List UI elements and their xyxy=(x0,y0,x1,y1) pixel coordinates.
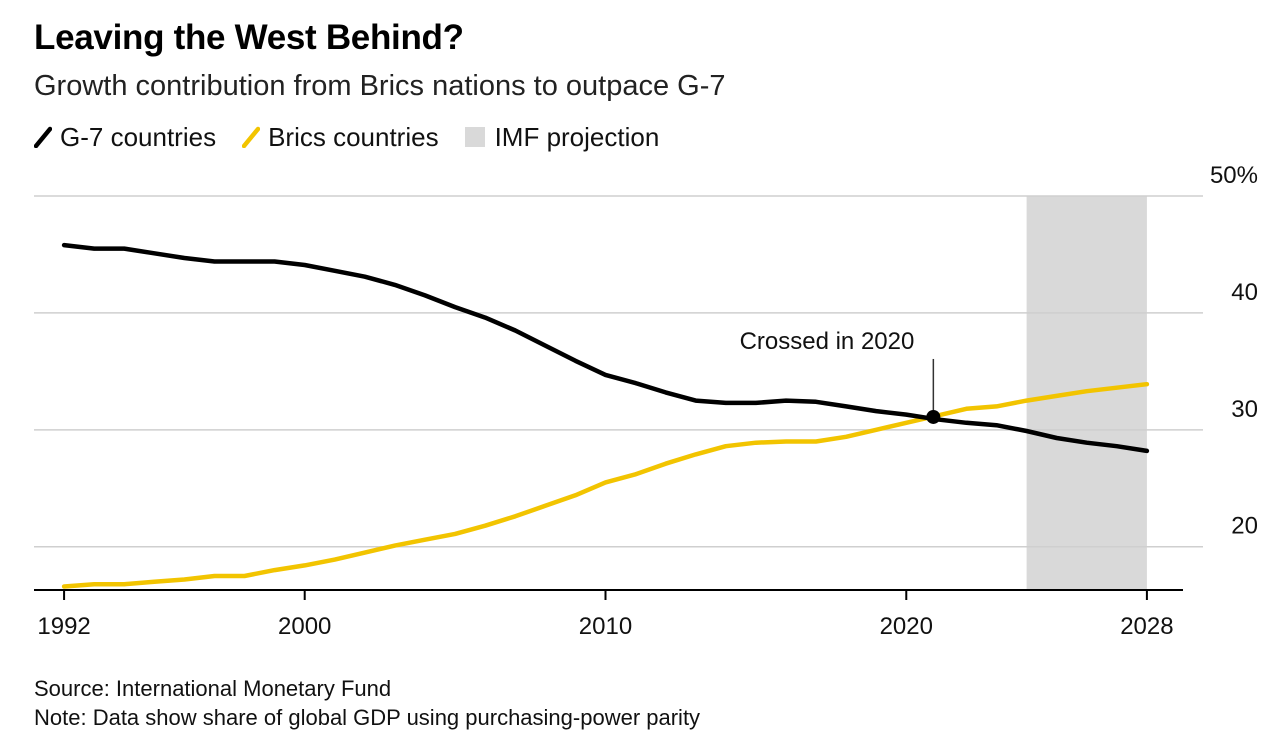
y-tick-label-20: 20 xyxy=(1231,513,1258,540)
legend-label-brics: Brics countries xyxy=(268,121,439,152)
legend-item-projection: IMF projection xyxy=(464,121,660,153)
series-line-brics xyxy=(61,381,1150,589)
legend: G-7 countries Brics countries IMF projec… xyxy=(34,120,685,154)
y-tick-label-30: 30 xyxy=(1231,396,1258,423)
source-note: Source: International Monetary Fund xyxy=(34,676,392,701)
line-chart: 20 30 40 50% 1992 2000 2010 2020 2028 Crossed in … xyxy=(34,162,1258,640)
y-tick-label-50: 50% xyxy=(1210,162,1258,189)
x-tick-label-2020: 2020 xyxy=(880,613,933,640)
legend-item-g7: G-7 countries xyxy=(34,122,216,153)
series-line-g7 xyxy=(61,242,1150,454)
legend-line-icon-g7 xyxy=(34,126,52,148)
legend-label-g7: G-7 countries xyxy=(60,121,217,152)
chart-title: Leaving the West Behind? xyxy=(34,18,464,57)
legend-label-projection: IMF projection xyxy=(494,121,660,152)
data-note: Note: Data show share of global GDP usin… xyxy=(34,705,701,730)
y-tick-label-40: 40 xyxy=(1231,279,1258,306)
chart-subtitle: Growth contribution from Brics nations t… xyxy=(34,70,726,102)
annotation-label: Crossed in 2020 xyxy=(740,328,915,355)
x-tick-label-1992: 1992 xyxy=(37,613,90,640)
crossover-point xyxy=(926,409,941,424)
legend-swatch-projection xyxy=(464,127,485,147)
legend-line-icon-brics xyxy=(242,126,261,148)
x-tick-label-2010: 2010 xyxy=(579,613,632,640)
legend-item-brics: Brics countries xyxy=(242,122,439,153)
x-tick-label-2000: 2000 xyxy=(278,613,331,640)
x-tick-label-2028: 2028 xyxy=(1120,613,1173,640)
